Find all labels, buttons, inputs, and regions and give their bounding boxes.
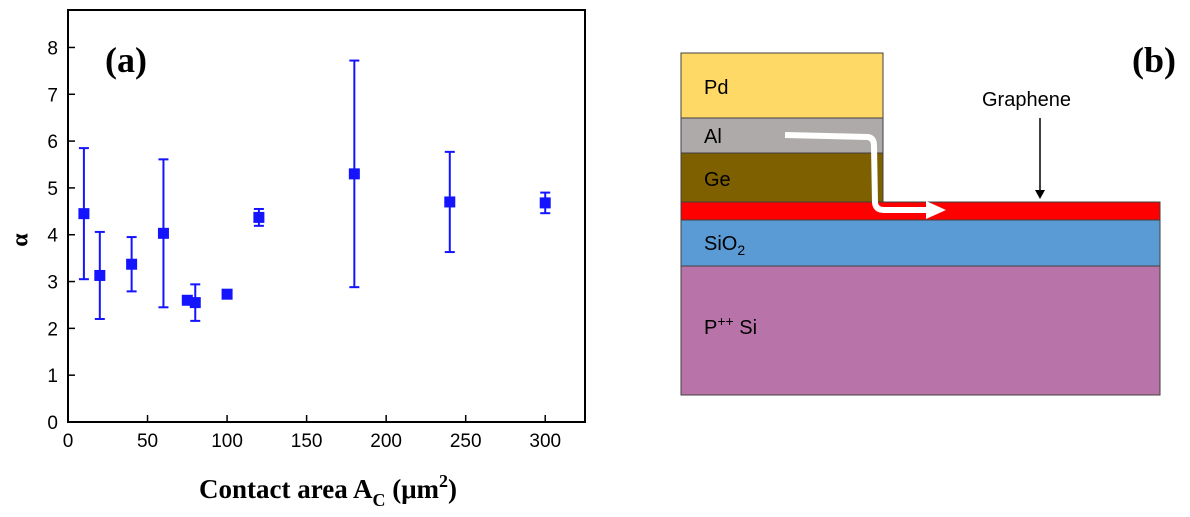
y-tick-label: 6	[47, 132, 58, 153]
y-tick-label: 5	[47, 179, 58, 200]
x-tick-label: 200	[370, 431, 402, 452]
point	[444, 196, 456, 208]
graphene-label: Graphene	[982, 89, 1071, 111]
point	[78, 208, 90, 220]
label-part: Si	[734, 317, 757, 339]
arrow-head	[926, 201, 946, 219]
point	[348, 168, 360, 180]
x-tick-label: 50	[137, 431, 158, 452]
x-tick-label: 150	[291, 431, 323, 452]
layer-label: Al	[704, 126, 722, 148]
x-label-text: )	[448, 474, 457, 504]
panel-label: (a)	[105, 40, 147, 80]
point	[189, 297, 201, 309]
point	[253, 211, 265, 223]
x-label-text: (μm	[385, 474, 439, 504]
current-path	[784, 132, 928, 213]
point	[126, 258, 138, 270]
y-tick-label: 3	[47, 273, 58, 294]
layer-label: SiO2	[704, 233, 745, 258]
point	[539, 197, 551, 209]
x-tick-label: 0	[63, 431, 74, 452]
pointer-head	[1035, 190, 1045, 199]
label-part: SiO	[704, 233, 737, 255]
y-tick-label: 4	[47, 226, 58, 247]
x-label-text: Contact area A	[199, 474, 373, 504]
layer-label: Ge	[704, 169, 731, 191]
label-sup: ++	[717, 313, 733, 329]
plot-frame	[67, 9, 586, 423]
layer-label: P++ Si	[704, 313, 757, 339]
x-tick-label: 250	[450, 431, 482, 452]
x-tick-label: 100	[211, 431, 243, 452]
point	[221, 288, 233, 300]
sio2-layer	[680, 219, 1161, 267]
y-tick-label: 1	[47, 366, 58, 387]
label-sub: 2	[737, 242, 745, 258]
x-axis-label: Contact area AC (μm2)	[199, 471, 457, 510]
x-tick-label: 300	[529, 431, 561, 452]
point	[94, 269, 106, 281]
label-part: P	[704, 317, 717, 339]
y-tick-label: 7	[47, 85, 58, 106]
x-label-sub: C	[372, 490, 385, 510]
layer-label: Pd	[704, 77, 728, 99]
y-tick-label: 2	[47, 319, 58, 340]
y-axis-label: α	[8, 233, 34, 247]
diagram: Pd Al Ge SiO2 P++ Si Graphene (b)	[680, 40, 1176, 396]
point	[181, 294, 193, 306]
panel-label: (b)	[1132, 40, 1176, 80]
point	[157, 227, 169, 239]
y-tick-label: 8	[47, 38, 58, 59]
pd-layer	[680, 52, 884, 119]
y-tick-label: 0	[47, 413, 58, 434]
x-label-sup: 2	[439, 471, 448, 491]
